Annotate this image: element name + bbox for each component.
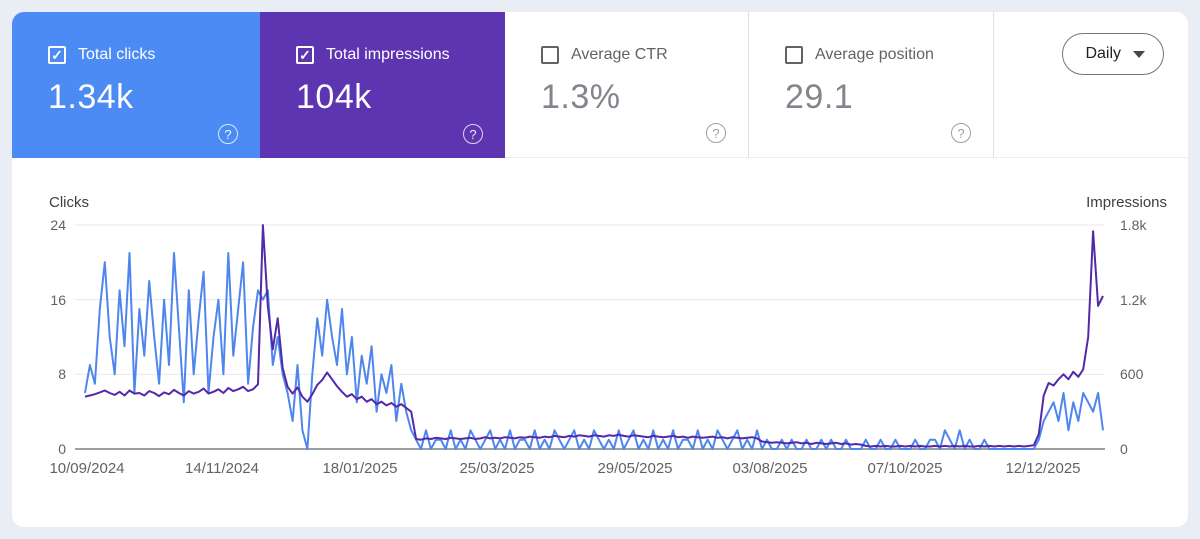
- average-ctr-checkbox[interactable]: [541, 46, 559, 64]
- tile-total-clicks[interactable]: ✓ Total clicks 1.34k ?: [12, 12, 260, 158]
- performance-panel: ✓ Total clicks 1.34k ? ✓ Total impressio…: [12, 12, 1188, 527]
- tile-average-ctr[interactable]: Average CTR 1.3% ?: [505, 12, 748, 158]
- right-tick-label: 1.2k: [1120, 291, 1147, 308]
- x-tick-label: 12/12/2025: [1005, 460, 1081, 477]
- tile-total-impressions[interactable]: ✓ Total impressions 104k ?: [260, 12, 505, 158]
- granularity-value: Daily: [1085, 45, 1121, 62]
- x-tick-label: 10/09/2024: [49, 460, 125, 477]
- granularity-dropdown[interactable]: Daily: [1062, 33, 1164, 75]
- left-tick-label: 16: [50, 291, 66, 308]
- tile-average-position[interactable]: Average position 29.1 ?: [748, 12, 993, 158]
- right-tick-label: 1.8k: [1120, 217, 1147, 233]
- help-icon[interactable]: ?: [951, 123, 971, 143]
- x-tick-label: 07/10/2025: [867, 460, 943, 477]
- average-ctr-value: 1.3%: [541, 78, 621, 116]
- chevron-down-icon: [1133, 50, 1145, 58]
- total-impressions-checkbox[interactable]: ✓: [296, 46, 314, 64]
- total-clicks-label: Total clicks: [78, 46, 156, 63]
- average-position-label: Average position: [815, 46, 934, 63]
- tile-total-impressions-header: ✓ Total impressions: [296, 46, 505, 64]
- left-axis-title: Clicks: [49, 194, 89, 211]
- help-icon[interactable]: ?: [463, 124, 483, 144]
- total-clicks-checkbox[interactable]: ✓: [48, 46, 66, 64]
- x-tick-label: 25/03/2025: [459, 460, 535, 477]
- help-icon[interactable]: ?: [706, 123, 726, 143]
- average-position-value: 29.1: [785, 78, 854, 116]
- right-tick-label: 600: [1120, 366, 1144, 383]
- impressions-line: [84, 224, 1104, 448]
- tile-total-clicks-header: ✓ Total clicks: [48, 46, 260, 64]
- total-impressions-label: Total impressions: [326, 46, 450, 63]
- x-tick-label: 29/05/2025: [597, 460, 673, 477]
- help-icon[interactable]: ?: [218, 124, 238, 144]
- clicks-line: [84, 252, 1104, 450]
- total-clicks-value: 1.34k: [48, 78, 134, 116]
- x-tick-label: 18/01/2025: [322, 460, 398, 477]
- left-tick-label: 8: [58, 366, 66, 383]
- left-tick-label: 0: [58, 441, 66, 457]
- x-tick-label: 03/08/2025: [732, 460, 808, 477]
- performance-chart: Clicks Impressions 0 8 16 24 0 600 1.2k 1.8k 1…: [12, 158, 1188, 527]
- metric-tiles-row: ✓ Total clicks 1.34k ? ✓ Total impressio…: [12, 12, 1188, 158]
- tile-average-position-header: Average position: [785, 46, 993, 64]
- granularity-area: Daily: [993, 12, 1188, 158]
- average-position-checkbox[interactable]: [785, 46, 803, 64]
- right-axis-title: Impressions: [1086, 194, 1167, 211]
- chart-canvas: [75, 224, 1105, 450]
- right-tick-label: 0: [1120, 441, 1128, 457]
- left-tick-label: 24: [50, 217, 66, 233]
- total-impressions-value: 104k: [296, 78, 372, 116]
- tile-average-ctr-header: Average CTR: [541, 46, 748, 64]
- average-ctr-label: Average CTR: [571, 46, 668, 63]
- x-tick-label: 14/11/2024: [185, 460, 259, 477]
